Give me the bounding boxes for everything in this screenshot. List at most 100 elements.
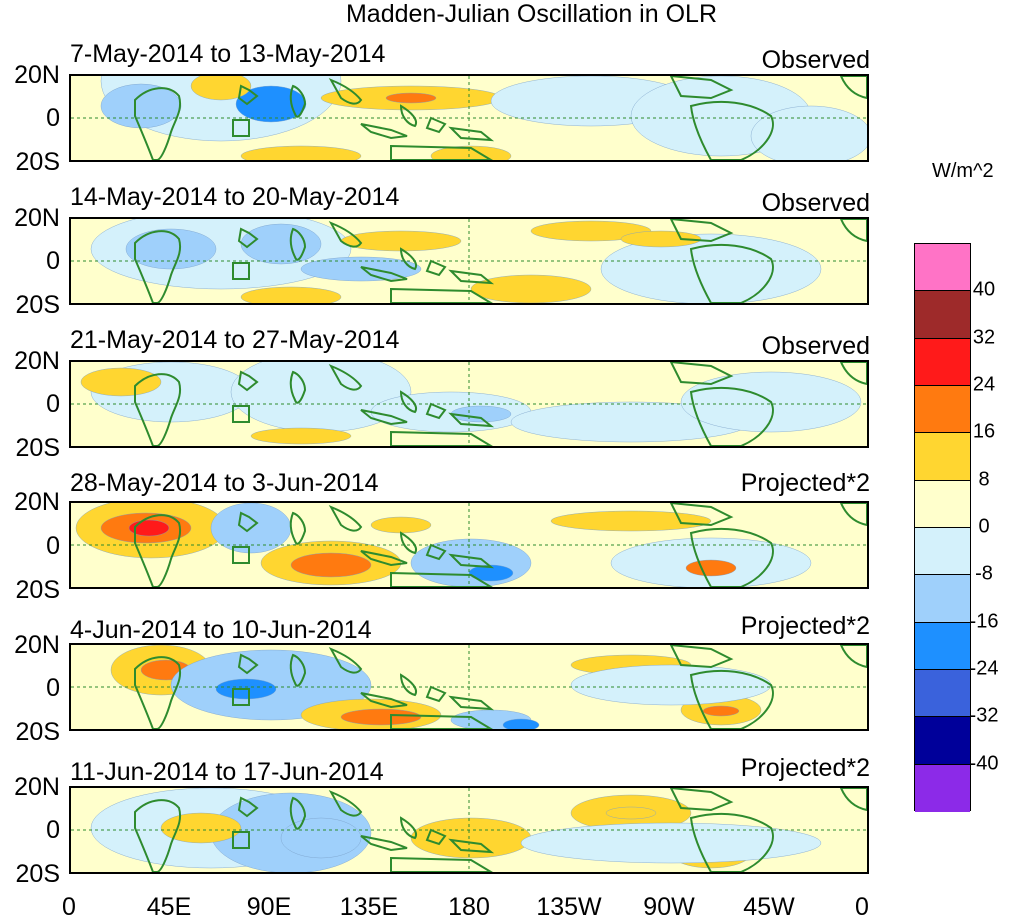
island-box	[232, 119, 250, 137]
island-box	[232, 831, 250, 849]
island-box	[232, 688, 250, 706]
coastline	[390, 856, 493, 872]
coastline	[237, 84, 259, 106]
lon-label-180: 180	[448, 893, 490, 921]
panel-5-lat-20n: 20N	[14, 631, 60, 659]
anomaly-contour	[470, 274, 592, 303]
panel-6-lat-20s: 20S	[15, 860, 60, 888]
colorbar-label: 8	[978, 468, 990, 491]
colorbar-bin	[915, 433, 970, 481]
coastline	[399, 247, 417, 271]
coastline	[390, 571, 493, 587]
panel-2-type: Observed	[761, 189, 870, 217]
coastline	[839, 788, 867, 812]
anomaly-contour	[450, 405, 512, 423]
coastline	[289, 653, 307, 687]
colorbar-bin	[915, 575, 970, 623]
coastline	[390, 144, 493, 160]
coastline	[289, 370, 307, 404]
coastline	[448, 695, 495, 711]
coastline	[134, 87, 181, 160]
olr-field	[71, 788, 867, 872]
panel-6-lat-20n: 20N	[14, 773, 60, 801]
island-box	[232, 546, 250, 564]
colorbar-bin	[915, 717, 970, 765]
panel-3-lat-20n: 20N	[14, 347, 60, 375]
anomaly-contour	[605, 806, 657, 820]
coastline	[669, 503, 734, 527]
colorbar-bin	[915, 528, 970, 576]
colorbar-bin	[915, 480, 970, 528]
colorbar-label: -16	[969, 610, 999, 633]
panel-6-date: 11-Jun-2014 to 17-Jun-2014	[70, 758, 384, 786]
coastline	[134, 799, 181, 872]
anomaly-contour	[125, 228, 217, 270]
colorbar-bin	[915, 670, 970, 718]
coastline	[237, 511, 259, 533]
island-box	[232, 262, 250, 280]
coastline	[425, 543, 447, 561]
lon-label-0: 0	[62, 893, 76, 921]
panel-3-date: 21-May-2014 to 27-May-2014	[70, 326, 400, 354]
panel-5-date: 4-Jun-2014 to 10-Jun-2014	[70, 616, 372, 644]
anomaly-contour	[240, 286, 342, 303]
colorbar-bin	[915, 622, 970, 670]
coastline	[360, 409, 408, 426]
panel-1-map	[69, 74, 869, 162]
anomaly-contour	[100, 83, 182, 129]
anomaly-contour	[80, 367, 162, 397]
coastline	[360, 266, 408, 283]
anomaly-contour	[530, 220, 652, 242]
coastline	[425, 685, 447, 703]
coastline	[839, 645, 867, 669]
coastline	[669, 219, 734, 243]
figure-title: Madden-Julian Oscillation in OLR	[345, 0, 717, 28]
colorbar	[914, 243, 971, 812]
panel-5-lat-20s: 20S	[15, 718, 60, 746]
panel-5-type: Projected*2	[740, 612, 870, 640]
colorbar-bin	[915, 386, 970, 434]
anomaly-contour	[502, 718, 540, 729]
coastline	[839, 76, 867, 100]
coastline	[328, 364, 363, 391]
anomaly-contour	[430, 145, 512, 160]
coastline	[328, 221, 363, 248]
coastline	[689, 386, 774, 446]
anomaly-contour	[750, 105, 867, 160]
anomaly-contour	[570, 664, 772, 706]
coastline	[360, 550, 408, 567]
panel-1-lat-0: 0	[46, 104, 60, 132]
coastline	[134, 373, 181, 446]
olr-field	[71, 645, 867, 729]
anomaly-contour	[702, 705, 740, 717]
coastline	[448, 412, 495, 428]
panel-4-lat-20n: 20N	[14, 488, 60, 516]
coastline	[689, 527, 774, 587]
olr-field	[71, 219, 867, 303]
coastline	[448, 269, 495, 285]
colorbar-label: 24	[972, 373, 996, 396]
anomaly-contour	[385, 92, 437, 104]
panel-3-type: Observed	[761, 332, 870, 360]
panel-3-lat-20s: 20S	[15, 434, 60, 462]
lon-label-135e: 135E	[339, 893, 399, 921]
coastline	[425, 402, 447, 420]
anomaly-contour	[250, 427, 352, 445]
coastline	[289, 84, 307, 118]
colorbar-bin	[915, 244, 970, 292]
coastline	[134, 656, 181, 729]
anomaly-contour	[190, 76, 252, 101]
olr-field	[71, 362, 867, 446]
colorbar-label: 0	[978, 515, 990, 538]
panel-6-type: Projected*2	[740, 754, 870, 782]
colorbar-label: 32	[972, 326, 996, 349]
coastline	[399, 390, 417, 414]
coastline	[390, 713, 493, 729]
colorbar-label: -32	[969, 704, 999, 727]
coastline	[134, 230, 181, 303]
colorbar-label: -24	[969, 657, 999, 680]
panel-6-map	[69, 786, 869, 874]
coastline	[689, 100, 774, 160]
coastline	[669, 788, 734, 812]
coastline	[399, 104, 417, 128]
